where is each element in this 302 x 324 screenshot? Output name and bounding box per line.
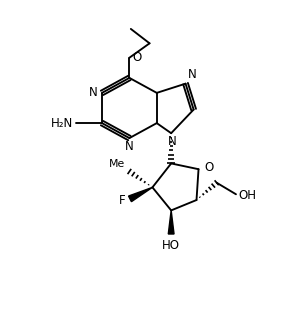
Text: OH: OH [239, 189, 257, 202]
Text: Me: Me [109, 159, 125, 168]
Text: F: F [119, 194, 126, 207]
Polygon shape [129, 187, 153, 202]
Text: N: N [125, 140, 134, 153]
Polygon shape [168, 210, 174, 234]
Text: N: N [168, 135, 177, 148]
Text: O: O [133, 51, 142, 64]
Text: O: O [205, 161, 214, 174]
Text: N: N [188, 68, 197, 81]
Text: HO: HO [162, 239, 180, 252]
Text: N: N [89, 87, 98, 99]
Text: H₂N: H₂N [50, 117, 73, 130]
